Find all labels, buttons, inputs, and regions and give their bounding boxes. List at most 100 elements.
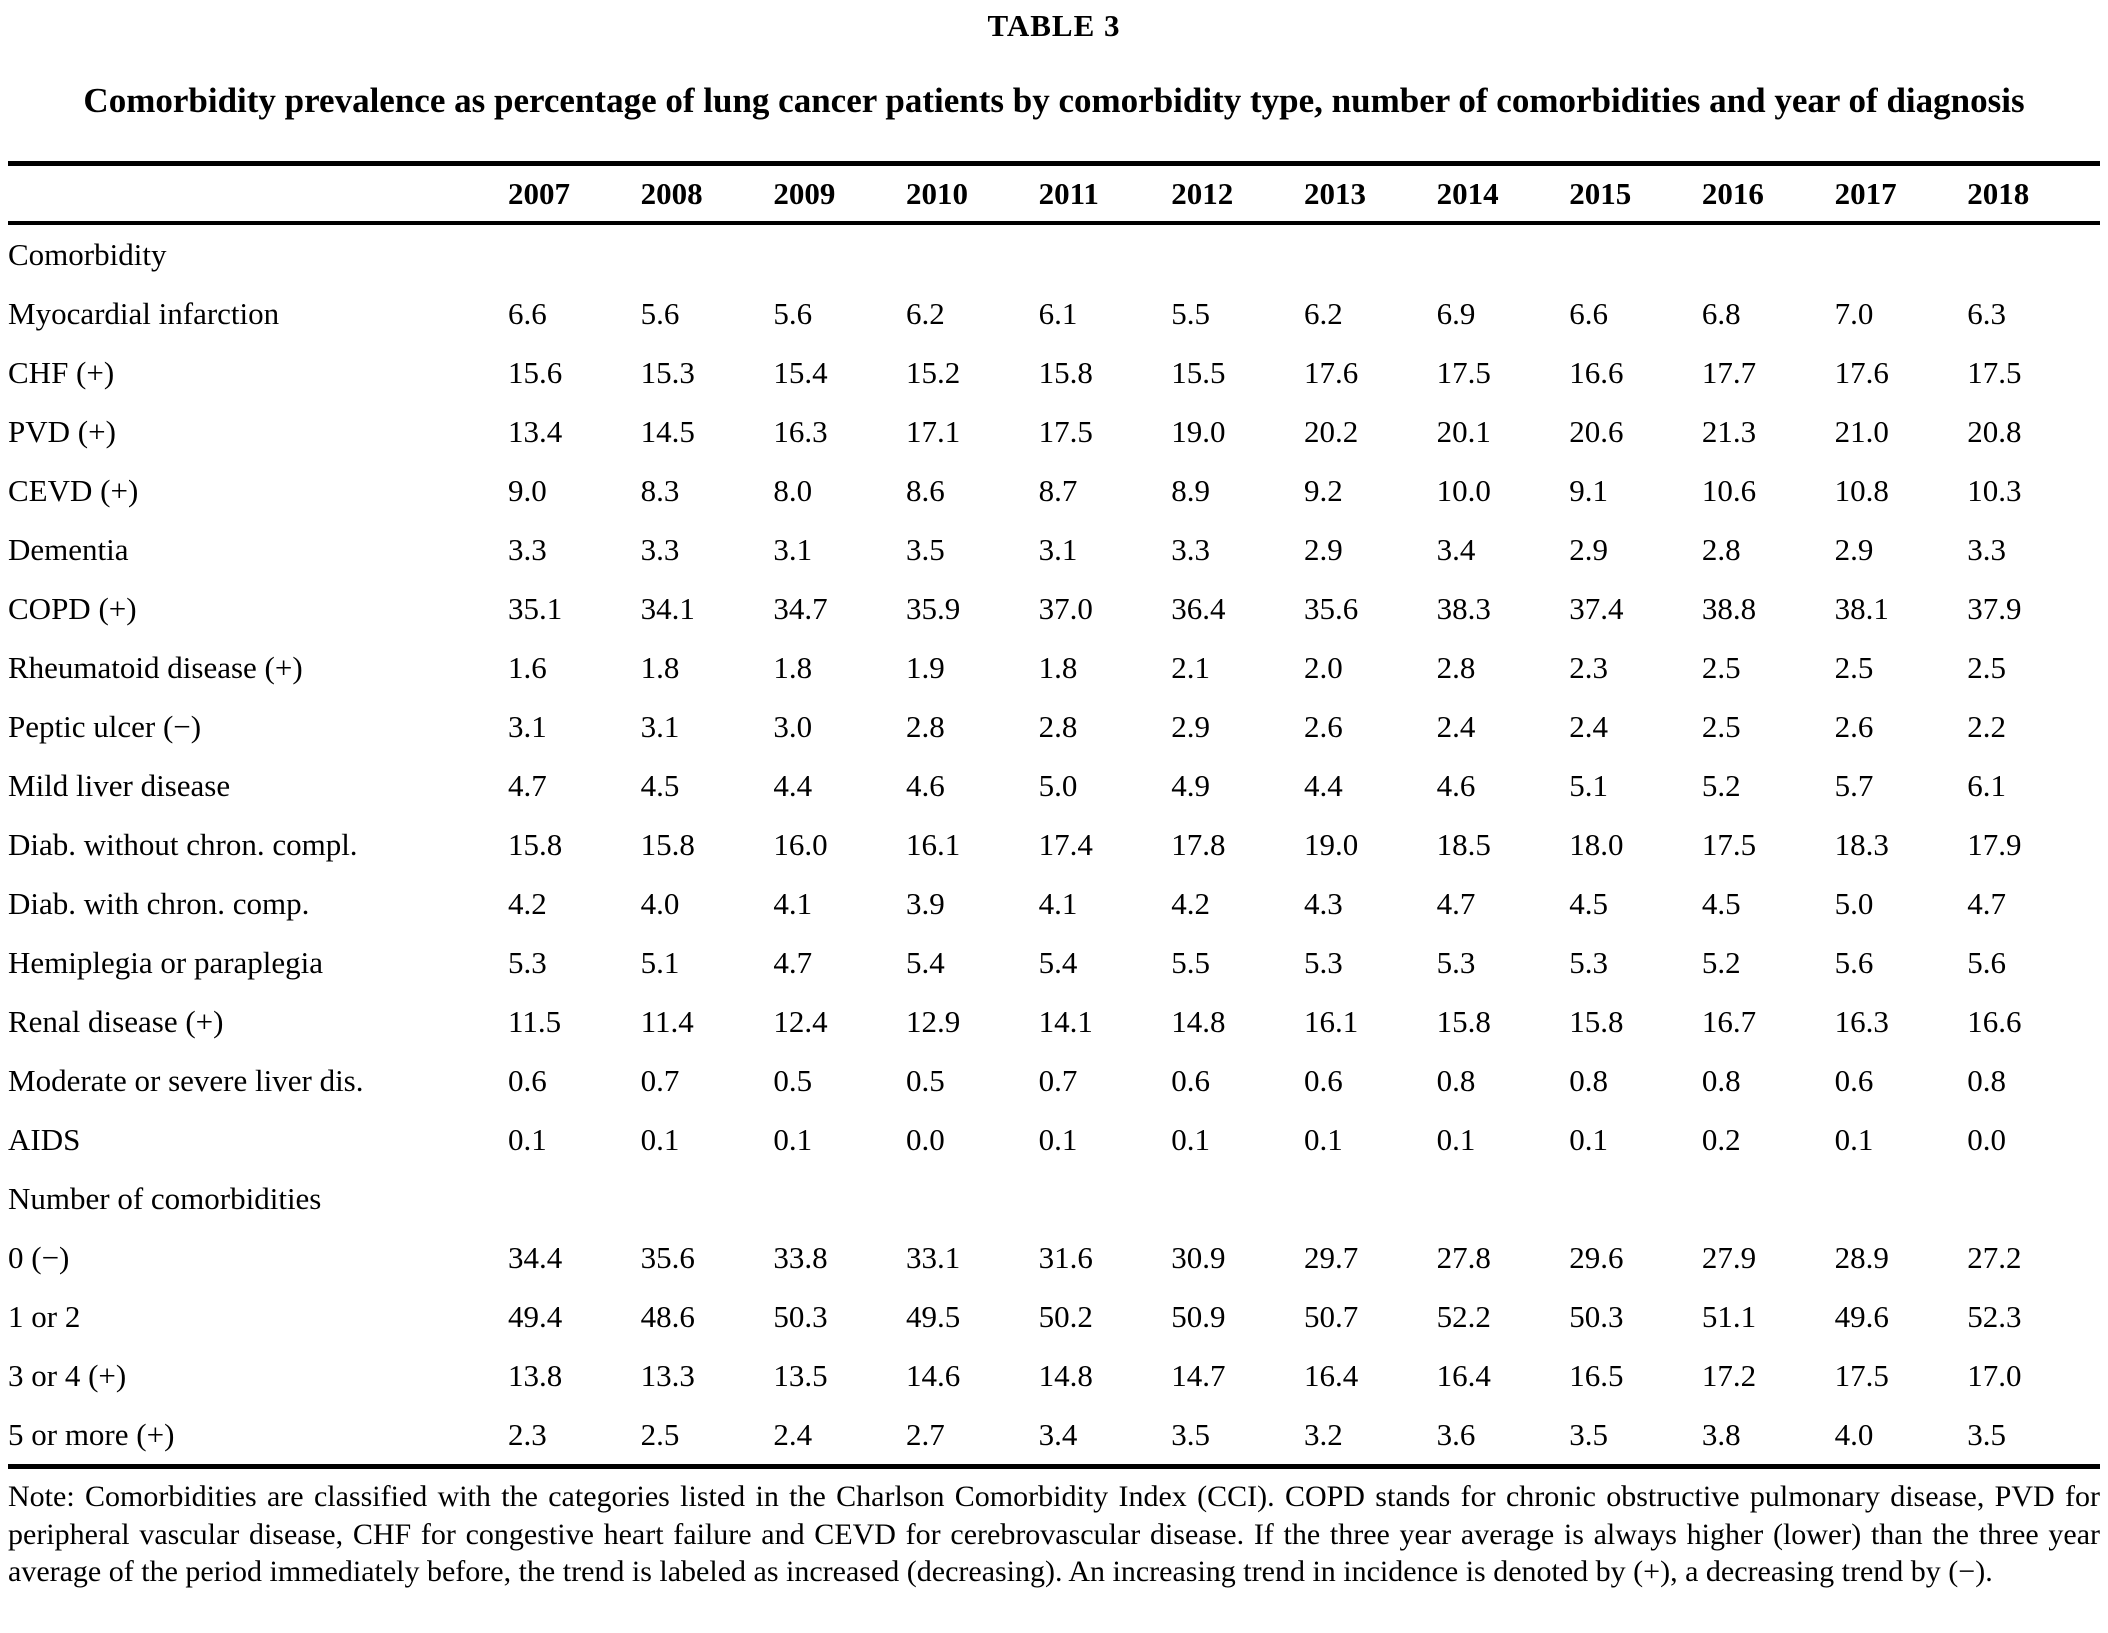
value-cell: 30.9 [1171, 1239, 1226, 1275]
value-cell: 35.9 [905, 590, 961, 626]
row-label: Dementia [8, 531, 129, 567]
value-cell: 52.3 [1967, 1298, 2022, 1334]
value-cell: 6.6 [508, 295, 547, 331]
row-label: Mild liver disease [8, 767, 231, 803]
value-cell: 2.5 [640, 1416, 680, 1452]
row-label: Diab. without chron. compl. [8, 826, 358, 862]
value-cell: 0.7 [640, 1062, 680, 1098]
table-row: 3 or 4 (+) 13.8 13.3 13.5 14.6 14.8 14.7 16.4 16… [8, 1346, 2100, 1405]
table-row: PVD (+) 13.4 14.5 16.3 17.1 17.5 19.0 20.2 20.1 2… [8, 402, 2100, 461]
value-cell: 5.5 [1171, 295, 1211, 331]
value-cell: 17.1 [905, 413, 961, 449]
value-cell: 5.7 [1834, 767, 1874, 803]
value-cell: 0.8 [1569, 1062, 1608, 1098]
value-cell: 9.2 [1303, 472, 1343, 508]
value-cell: 11.5 [508, 1003, 562, 1039]
value-cell: 2.9 [1303, 531, 1343, 567]
value-cell: 12.9 [905, 1003, 961, 1039]
value-cell: 5.0 [1834, 885, 1874, 921]
value-cell: 50.9 [1171, 1298, 1226, 1334]
row-label: 0 (−) [8, 1239, 70, 1275]
value-cell: 4.4 [773, 767, 813, 803]
value-cell: 4.0 [640, 885, 680, 921]
value-cell: 4.2 [508, 885, 547, 921]
value-cell: 3.4 [1038, 1416, 1078, 1452]
value-cell: 4.7 [508, 767, 547, 803]
value-cell: 21.0 [1834, 413, 1889, 449]
value-cell: 0.1 [773, 1121, 813, 1157]
value-cell: 35.1 [508, 590, 563, 626]
value-cell: 1.8 [1038, 649, 1078, 685]
value-cell: 0.0 [1967, 1121, 2006, 1157]
value-cell: 6.9 [1436, 295, 1476, 331]
value-cell: 17.6 [1834, 354, 1889, 390]
section-header-row: Comorbidity [8, 223, 2100, 284]
value-cell: 16.6 [1967, 1003, 2022, 1039]
value-cell: 1.8 [640, 649, 680, 685]
value-cell: 20.8 [1967, 413, 2022, 449]
value-cell: 14.8 [1171, 1003, 1226, 1039]
value-cell: 5.6 [773, 295, 813, 331]
value-cell: 4.1 [1038, 885, 1078, 921]
value-cell: 5.3 [508, 944, 547, 980]
value-cell: 2.8 [1038, 708, 1078, 744]
value-cell: 49.6 [1834, 1298, 1889, 1334]
table-row: AIDS 0.1 0.1 0.1 0.0 0.1 0.1 0.1 0.1 0.1 0.2 0.1 0.0 [8, 1110, 2100, 1169]
value-cell: 0.6 [1303, 1062, 1343, 1098]
value-cell: 5.6 [1967, 944, 2006, 980]
value-cell: 16.6 [1569, 354, 1624, 390]
value-cell: 19.0 [1171, 413, 1226, 449]
value-cell: 51.1 [1701, 1298, 1757, 1334]
value-cell: 17.6 [1303, 354, 1359, 390]
value-cell: 0.1 [1834, 1121, 1874, 1157]
row-label: AIDS [8, 1121, 81, 1157]
value-cell: 5.4 [1038, 944, 1078, 980]
value-cell: 0.1 [1436, 1121, 1476, 1157]
value-cell: 0.0 [905, 1121, 945, 1157]
value-cell: 3.3 [640, 531, 680, 567]
value-cell: 18.0 [1569, 826, 1624, 862]
value-cell: 4.5 [640, 767, 680, 803]
value-cell: 4.0 [1834, 1416, 1874, 1452]
value-cell: 1.9 [905, 649, 945, 685]
row-label: Rheumatoid disease (+) [8, 649, 303, 685]
table-row: 0 (−) 34.4 35.6 33.8 33.1 31.6 30.9 29.7 27.8 29.… [8, 1228, 2100, 1287]
value-cell: 17.5 [1038, 413, 1093, 449]
value-cell: 0.8 [1967, 1062, 2006, 1098]
value-cell: 3.1 [640, 708, 680, 744]
value-cell: 4.5 [1569, 885, 1608, 921]
row-label: Myocardial infarction [8, 295, 280, 331]
value-cell: 5.6 [640, 295, 680, 331]
year-header: 2010 [905, 163, 1039, 225]
value-cell: 0.6 [1834, 1062, 1874, 1098]
value-cell: 17.5 [1701, 826, 1757, 862]
table-row: COPD (+) 35.1 34.1 34.7 35.9 37.0 36.4 35.6 38.3… [8, 579, 2100, 638]
value-cell: 28.9 [1834, 1239, 1889, 1275]
value-cell: 4.2 [1171, 885, 1211, 921]
value-cell: 0.5 [905, 1062, 945, 1098]
value-cell: 49.4 [508, 1298, 563, 1334]
value-cell: 3.2 [1303, 1416, 1343, 1452]
value-cell: 38.8 [1701, 590, 1757, 626]
value-cell: 17.9 [1967, 826, 2022, 862]
value-cell: 16.4 [1303, 1357, 1359, 1393]
value-cell: 2.8 [1701, 531, 1741, 567]
table-row: Myocardial infarction 6.6 5.6 5.6 6.2 6.1 5.5 6… [8, 284, 2100, 343]
value-cell: 17.5 [1834, 1357, 1889, 1393]
year-header: 2014 [1436, 163, 1570, 225]
value-cell: 15.4 [773, 354, 828, 390]
value-cell: 5.6 [1834, 944, 1874, 980]
value-cell: 1.8 [773, 649, 813, 685]
value-cell: 3.1 [508, 708, 547, 744]
value-cell: 2.4 [1569, 708, 1608, 744]
value-cell: 14.7 [1171, 1357, 1226, 1393]
value-cell: 29.7 [1303, 1239, 1359, 1275]
value-cell: 13.4 [508, 413, 563, 449]
year-header-row: 2007 2008 2009 2010 2011 2012 2013 2014 2015 2016… [8, 163, 2100, 225]
value-cell: 50.3 [773, 1298, 828, 1334]
value-cell: 16.3 [1834, 1003, 1889, 1039]
value-cell: 17.5 [1436, 354, 1491, 390]
value-cell: 18.5 [1436, 826, 1491, 862]
value-cell: 2.6 [1834, 708, 1874, 744]
value-cell: 20.1 [1436, 413, 1491, 449]
